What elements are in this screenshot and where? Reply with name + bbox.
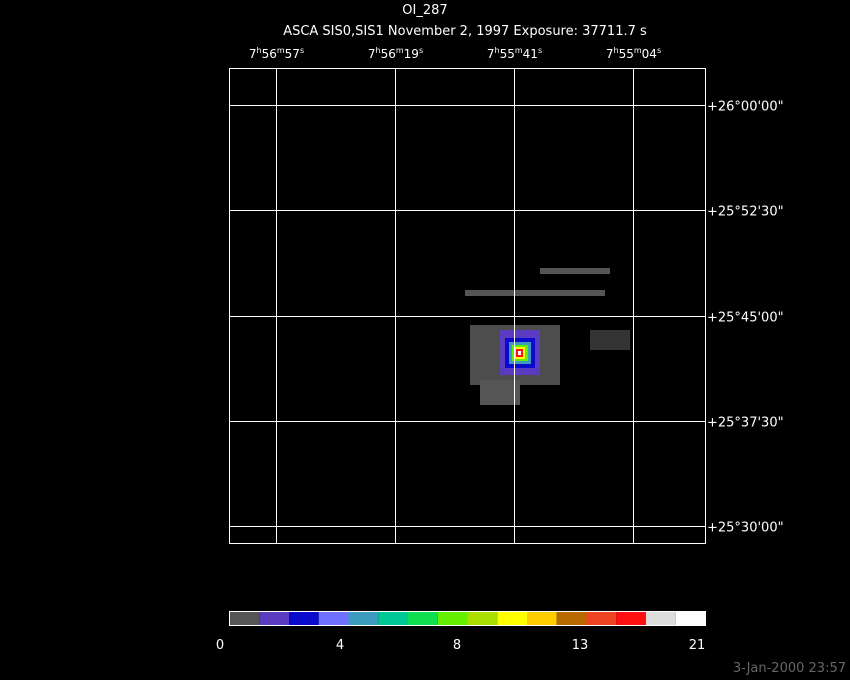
- colorbar-swatch: [467, 611, 498, 626]
- colorbar-swatch: [318, 611, 349, 626]
- ra-label-part: h: [495, 46, 500, 55]
- colorbar-swatch: [408, 611, 438, 626]
- colorbar-swatch: [229, 611, 260, 626]
- ra-label-part: s: [419, 46, 423, 55]
- frame-border: [229, 68, 706, 544]
- image-frame: [229, 68, 706, 544]
- ra-label: 7h56m57s: [249, 46, 304, 61]
- colorbar-label: 4: [336, 638, 344, 653]
- colorbar-label: 0: [216, 638, 224, 653]
- colorbar-swatch: [348, 611, 379, 626]
- ra-label-part: m: [634, 46, 642, 55]
- ra-label-part: s: [538, 46, 542, 55]
- dec-label: +25°30'00": [707, 521, 784, 536]
- colorbar-swatch: [289, 611, 319, 626]
- ra-label-part: 7: [606, 47, 614, 61]
- colorbar-swatch: [527, 611, 557, 626]
- diffuse-emission: [480, 380, 520, 405]
- dec-label: +25°45'00": [707, 311, 784, 326]
- ra-label-part: h: [257, 46, 262, 55]
- ra-label-part: 19: [404, 47, 419, 61]
- dec-label: +26°00'00": [707, 100, 784, 115]
- colorbar-swatch: [616, 611, 646, 626]
- colorbar-swatch: [378, 611, 408, 626]
- ra-label-part: 55: [500, 47, 515, 61]
- ra-label-part: m: [396, 46, 404, 55]
- ra-label-part: h: [614, 46, 619, 55]
- colorbar-swatch: [437, 611, 468, 626]
- coordinate-grid: 7h56m57s 7h56m19s 7h55m41s 7h55m04s+26°00'0…: [229, 46, 784, 544]
- ra-label-part: 7: [487, 47, 495, 61]
- colorbar-swatch: [556, 611, 587, 626]
- ra-label-part: h: [376, 46, 381, 55]
- colorbar: 0 4 8 13 21: [216, 611, 706, 653]
- colorbar-border: [229, 611, 706, 626]
- ra-label-part: m: [277, 46, 285, 55]
- ra-label-part: 04: [642, 47, 657, 61]
- colorbar-swatch: [675, 611, 706, 626]
- ra-label-part: 55: [619, 47, 634, 61]
- colorbar-swatch: [586, 611, 617, 626]
- title: OI_287: [402, 3, 447, 18]
- colorbar-label: 13: [572, 638, 589, 653]
- colorbar-swatch: [646, 611, 676, 626]
- dec-label: +25°52'30": [707, 205, 784, 220]
- ra-label: 7h55m04s: [606, 46, 661, 61]
- ra-label-part: 56: [262, 47, 277, 61]
- ra-label-part: m: [515, 46, 523, 55]
- core-emission: [518, 351, 521, 355]
- ra-label-part: 41: [523, 47, 538, 61]
- colorbar-label: 21: [689, 638, 706, 653]
- ra-label-part: s: [657, 46, 661, 55]
- dec-label: +25°37'30": [707, 416, 784, 431]
- ra-label-part: 7: [368, 47, 376, 61]
- diffuse-emission: [590, 330, 630, 350]
- timestamp: 3-Jan-2000 23:57: [733, 661, 846, 676]
- ra-label: 7h55m41s: [487, 46, 542, 61]
- colorbar-swatch: [259, 611, 289, 626]
- ra-label-part: s: [300, 46, 304, 55]
- ra-label-part: 56: [381, 47, 396, 61]
- colorbar-swatch: [497, 611, 527, 626]
- ra-label-part: 57: [285, 47, 300, 61]
- subtitle: ASCA SIS0,SIS1 November 2, 1997 Exposure…: [283, 24, 647, 39]
- colorbar-label: 8: [453, 638, 461, 653]
- ra-label-part: 7: [249, 47, 257, 61]
- diffuse-emission: [465, 290, 605, 296]
- diffuse-emission: [540, 268, 610, 274]
- ra-label: 7h56m19s: [368, 46, 423, 61]
